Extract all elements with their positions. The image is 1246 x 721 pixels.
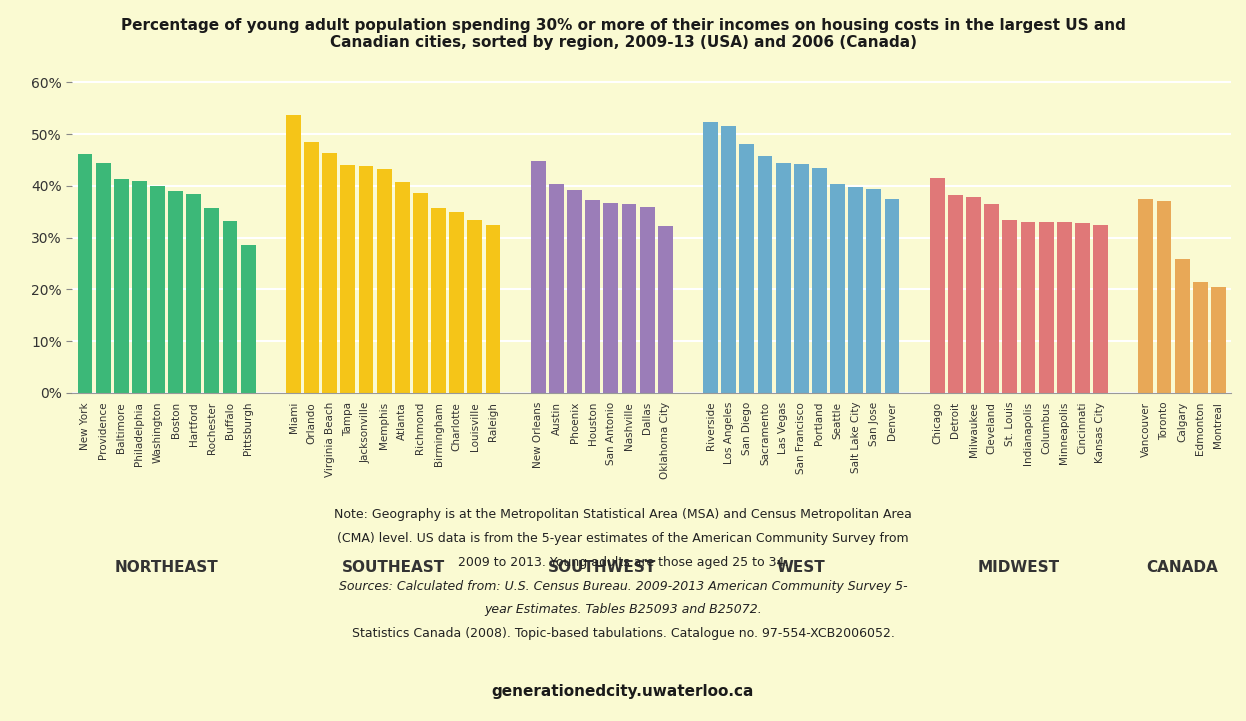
Bar: [639, 207, 654, 393]
Bar: [1020, 222, 1035, 393]
Text: Percentage of young adult population spending 30% or more of their incomes on ho: Percentage of young adult population spe…: [121, 18, 1125, 50]
Bar: [150, 186, 164, 393]
Text: Sources: Calculated from: U.S. Census Bureau. 2009-2013 American Community Surve: Sources: Calculated from: U.S. Census Bu…: [339, 580, 907, 593]
Bar: [866, 188, 881, 393]
Bar: [450, 212, 465, 393]
Bar: [412, 193, 427, 393]
Bar: [304, 143, 319, 393]
Bar: [240, 245, 255, 393]
Bar: [984, 204, 999, 393]
Text: Note: Geography is at the Metropolitan Statistical Area (MSA) and Census Metropo: Note: Geography is at the Metropolitan S…: [334, 508, 912, 521]
Bar: [132, 181, 147, 393]
Bar: [885, 199, 900, 393]
Text: generationedcity.uwaterloo.ca: generationedcity.uwaterloo.ca: [492, 684, 754, 699]
Bar: [467, 220, 482, 393]
Bar: [531, 161, 546, 393]
Bar: [830, 185, 845, 393]
Text: year Estimates. Tables B25093 and B25072.: year Estimates. Tables B25093 and B25072…: [485, 603, 761, 616]
Bar: [187, 194, 201, 393]
Bar: [96, 163, 111, 393]
Bar: [658, 226, 673, 393]
Bar: [359, 166, 374, 393]
Text: SOUTHWEST: SOUTHWEST: [547, 559, 655, 575]
Bar: [1175, 260, 1190, 393]
Bar: [849, 187, 863, 393]
Bar: [431, 208, 446, 393]
Bar: [1156, 201, 1171, 393]
Bar: [703, 122, 718, 393]
Bar: [223, 221, 238, 393]
Bar: [1211, 287, 1226, 393]
Text: NORTHEAST: NORTHEAST: [115, 559, 218, 575]
Bar: [1075, 224, 1090, 393]
Bar: [287, 115, 302, 393]
Text: (CMA) level. US data is from the 5-year estimates of the American Community Surv: (CMA) level. US data is from the 5-year …: [338, 532, 908, 545]
Bar: [1002, 220, 1017, 393]
Bar: [966, 198, 981, 393]
Bar: [1093, 225, 1108, 393]
Bar: [77, 154, 92, 393]
Bar: [603, 203, 618, 393]
Bar: [721, 126, 736, 393]
Bar: [113, 180, 128, 393]
Bar: [567, 190, 582, 393]
Bar: [622, 204, 637, 393]
Text: 2009 to 2013. Young adults are those aged 25 to 34.: 2009 to 2013. Young adults are those age…: [457, 556, 789, 569]
Bar: [549, 185, 564, 393]
Bar: [776, 163, 790, 393]
Bar: [930, 178, 944, 393]
Bar: [340, 165, 355, 393]
Bar: [323, 154, 338, 393]
Bar: [486, 225, 501, 393]
Text: WEST: WEST: [778, 559, 826, 575]
Text: Statistics Canada (2008). Topic-based tabulations. Catalogue no. 97-554-XCB20060: Statistics Canada (2008). Topic-based ta…: [351, 627, 895, 640]
Text: CANADA: CANADA: [1146, 559, 1217, 575]
Bar: [586, 200, 601, 393]
Bar: [739, 143, 754, 393]
Bar: [812, 168, 827, 393]
Bar: [395, 182, 410, 393]
Bar: [794, 164, 809, 393]
Bar: [204, 208, 219, 393]
Text: SOUTHEAST: SOUTHEAST: [341, 559, 445, 575]
Bar: [1192, 282, 1207, 393]
Bar: [948, 195, 963, 393]
Text: MIDWEST: MIDWEST: [978, 559, 1060, 575]
Bar: [758, 156, 773, 393]
Bar: [1039, 222, 1054, 393]
Bar: [376, 169, 391, 393]
Bar: [168, 191, 183, 393]
Bar: [1139, 199, 1154, 393]
Bar: [1057, 222, 1072, 393]
